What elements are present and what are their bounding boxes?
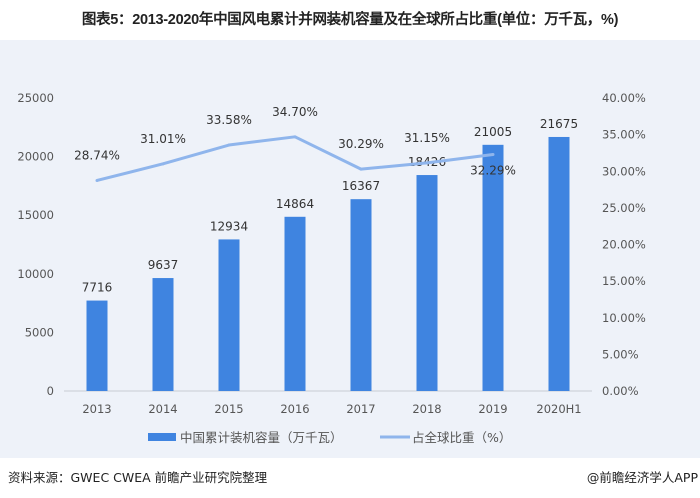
line-point: [95, 178, 99, 182]
bar: [548, 136, 570, 391]
y-right-tick: 0.00%: [602, 384, 639, 398]
bar: [86, 300, 108, 391]
line-data-label: 28.74%: [74, 148, 120, 162]
source-note: 资料来源：GWEC CWEA 前瞻产业研究院整理: [8, 470, 268, 485]
x-tick: 2020H1: [536, 402, 581, 416]
y-left-tick: 25000: [17, 91, 54, 105]
line-point: [161, 162, 165, 166]
y-right-tick: 30.00%: [602, 164, 646, 178]
y-left-tick: 0: [47, 384, 54, 398]
line-point: [227, 143, 231, 147]
line-data-label: 34.70%: [272, 105, 318, 119]
bar-data-label: 12934: [210, 219, 248, 233]
x-tick: 2017: [346, 402, 375, 416]
chart-panel: 0 5000 10000 15000 20000 25000 0.00% 5.00% 10.00…: [0, 40, 700, 458]
bar-data-label: 21675: [540, 117, 578, 131]
y-right-tick: 40.00%: [602, 91, 646, 105]
x-tick: 2015: [214, 402, 243, 416]
x-tick: 2014: [148, 402, 177, 416]
chart-title: 图表5：2013-2020年中国风电累计并网装机容量及在全球所占比重(单位：万千…: [81, 12, 619, 28]
bar: [284, 216, 306, 391]
line-data-label: 31.01%: [140, 132, 186, 146]
credit-note: @前瞻经济学人APP: [586, 470, 698, 485]
y-left-tick: 20000: [17, 150, 54, 164]
bar: [152, 278, 174, 391]
legend-bar-swatch: [148, 433, 176, 441]
line-data-label: 33.58%: [206, 113, 252, 127]
legend-bar-label: 中国累计装机容量（万千瓦）: [180, 430, 343, 445]
line-point: [293, 135, 297, 139]
bar: [482, 144, 504, 391]
line-point: [491, 152, 495, 156]
bar: [416, 175, 438, 391]
legend-line-label: 占全球比重（%）: [412, 430, 511, 445]
line-point: [425, 161, 429, 165]
bar: [218, 239, 240, 391]
line-data-label: 31.15%: [404, 131, 450, 145]
y-right-tick: 35.00%: [602, 128, 646, 142]
bar-data-label: 16367: [342, 179, 380, 193]
y-right-tick: 10.00%: [602, 311, 646, 325]
x-tick: 2019: [478, 402, 507, 416]
combo-chart: 0 5000 10000 15000 20000 25000 0.00% 5.00% 10.00…: [17, 91, 646, 445]
x-tick: 2018: [412, 402, 441, 416]
line-data-label: 30.29%: [338, 137, 384, 151]
y-right-tick: 5.00%: [602, 347, 639, 361]
bar-data-label: 14864: [276, 197, 314, 211]
y-right-tick: 25.00%: [602, 201, 646, 215]
y-right-tick: 20.00%: [602, 238, 646, 252]
y-left-tick: 10000: [17, 267, 54, 281]
line-point: [359, 167, 363, 171]
y-left-tick: 15000: [17, 208, 54, 222]
x-tick: 2016: [280, 402, 309, 416]
bar-data-label: 21005: [474, 125, 512, 139]
x-tick: 2013: [82, 402, 111, 416]
bar-data-label: 7716: [82, 281, 113, 295]
bar: [350, 199, 372, 391]
line-data-label: 32.29%: [470, 163, 516, 177]
y-left-tick: 5000: [25, 325, 54, 339]
y-right-tick: 15.00%: [602, 274, 646, 288]
bar-data-label: 9637: [148, 258, 179, 272]
